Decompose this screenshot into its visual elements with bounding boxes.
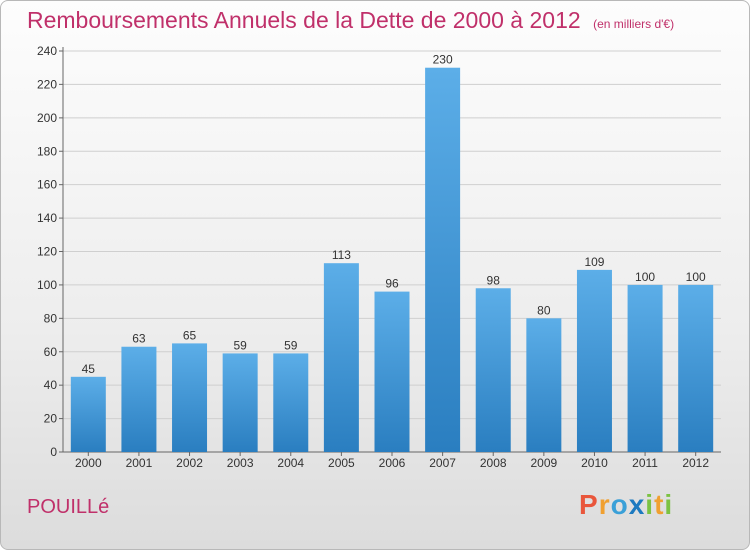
x-tick-label: 2012	[682, 456, 709, 470]
logo-letter: P	[579, 489, 599, 520]
bars	[70, 67, 714, 452]
x-tick-label: 2003	[227, 456, 254, 470]
y-tick-label: 220	[37, 77, 57, 91]
x-tick-label: 2002	[176, 456, 203, 470]
y-tick-label: 100	[37, 278, 57, 292]
bar	[323, 263, 359, 452]
bar	[627, 284, 663, 452]
bar-value-label: 100	[635, 270, 655, 284]
y-tick-label: 140	[37, 211, 57, 225]
labels: 45 2000 63 2001 65 2002 59 2003 59 2004 113 2005 96 2…	[75, 53, 709, 470]
x-tick-label: 2004	[277, 456, 304, 470]
bar	[222, 353, 258, 452]
y-tick-label: 240	[37, 44, 57, 58]
y-tick-label: 120	[37, 245, 57, 259]
chart-unit: (en milliers d'€)	[593, 17, 675, 31]
bar	[576, 269, 612, 452]
bar-value-label: 80	[537, 303, 551, 317]
x-tick-label: 2006	[379, 456, 406, 470]
x-tick-label: 2009	[530, 456, 557, 470]
bar	[374, 291, 410, 452]
y-tick-label: 60	[44, 345, 58, 359]
y-tick-label: 160	[37, 178, 57, 192]
x-tick-label: 2005	[328, 456, 355, 470]
y-tick-label: 80	[44, 311, 58, 325]
logo-letter: o	[610, 489, 629, 520]
y-tick-label: 40	[44, 378, 58, 392]
bar-value-label: 59	[284, 338, 298, 352]
bar-value-label: 230	[433, 53, 453, 67]
logo-letter: x	[628, 489, 646, 520]
bar-value-label: 65	[183, 328, 197, 342]
y-tick-label: 20	[44, 412, 58, 426]
y-tick-label: 0	[50, 445, 57, 459]
chart-title-row: Remboursements Annuels de la Dette de 20…	[27, 7, 674, 34]
bar-value-label: 100	[686, 270, 706, 284]
x-tick-label: 2000	[75, 456, 102, 470]
bar	[475, 288, 511, 452]
bar	[121, 346, 157, 452]
bar	[70, 376, 106, 452]
bar-value-label: 45	[82, 362, 96, 376]
y-tick-label: 180	[37, 144, 57, 158]
bar-value-label: 59	[233, 338, 247, 352]
commune-name: POUILLé	[27, 496, 110, 518]
x-tick-label: 2001	[126, 456, 153, 470]
bar	[425, 67, 461, 452]
chart-title: Remboursements Annuels de la Dette de 20…	[27, 7, 581, 33]
bar-value-label: 63	[132, 332, 146, 346]
proxiti-logo: Proxiti	[579, 489, 673, 521]
logo-letter: r	[598, 489, 611, 520]
logo-letter: i	[664, 489, 674, 520]
x-tick-label: 2007	[429, 456, 456, 470]
axes: 0 20 40 60 80 100 120 140 160 180 200 220 240	[37, 44, 721, 459]
bar	[526, 318, 562, 452]
bar-value-label: 113	[332, 248, 351, 262]
bar	[273, 353, 309, 452]
bar-value-label: 109	[584, 255, 604, 269]
bar	[678, 284, 714, 452]
bar-value-label: 98	[487, 273, 501, 287]
y-tick-label: 200	[37, 111, 57, 125]
x-tick-label: 2010	[581, 456, 608, 470]
logo-letter: i	[645, 489, 655, 520]
x-tick-label: 2011	[632, 456, 658, 470]
bar	[172, 343, 208, 452]
bar-value-label: 96	[385, 277, 399, 291]
x-tick-label: 2008	[480, 456, 507, 470]
logo-letter: t	[654, 489, 665, 520]
